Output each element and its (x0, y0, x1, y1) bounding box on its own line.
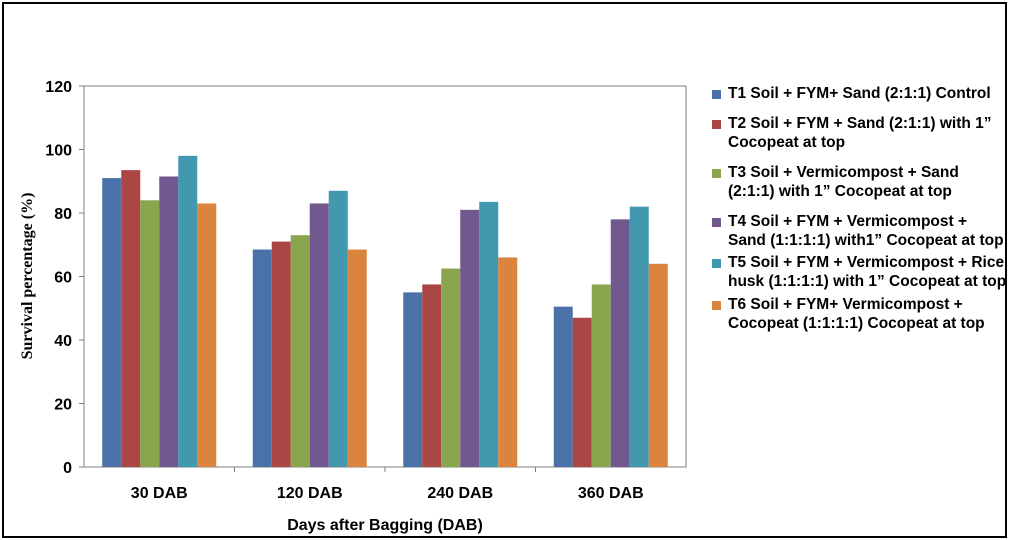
bar-120-dab-t3 (290, 235, 310, 467)
legend-swatch (712, 218, 721, 227)
legend-label: T2 Soil + FYM + Sand (2:1:1) with 1” Coc… (728, 115, 992, 151)
bar-120-dab-t5 (328, 190, 348, 467)
legend-item-t4: T4 Soil + FYM + Vermicompost + Sand (1:1… (712, 212, 1008, 250)
y-tick-label: 100 (45, 143, 72, 160)
legend-label: T3 Soil + Vermicompost + Sand (2:1:1) wi… (728, 164, 959, 200)
y-tick-label: 20 (54, 397, 72, 414)
bar-120-dab-t4 (309, 203, 329, 467)
bar-30-dab-t2 (121, 170, 141, 467)
legend-label: T6 Soil + FYM+ Vermicompost + Cocopeat (… (728, 296, 985, 332)
y-tick-label: 120 (45, 79, 72, 96)
x-tick-label: 360 DAB (578, 485, 644, 502)
bar-120-dab-t6 (347, 249, 367, 467)
bar-30-dab-t6 (197, 203, 217, 467)
legend-label: T4 Soil + FYM + Vermicompost + Sand (1:1… (728, 213, 1004, 249)
legend-swatch (712, 301, 721, 310)
legend: T1 Soil + FYM+ Sand (2:1:1) Control T2 So… (712, 84, 1008, 333)
y-tick-label: 80 (54, 206, 72, 223)
bar-240-dab-t5 (479, 201, 499, 467)
legend-swatch (712, 120, 721, 129)
legend-swatch (712, 90, 721, 99)
bar-360-dab-t3 (591, 284, 611, 467)
bar-120-dab-t2 (271, 241, 291, 467)
x-tick-label: 240 DAB (427, 485, 493, 502)
bar-240-dab-t3 (441, 268, 461, 467)
bar-360-dab-t2 (572, 317, 592, 467)
bar-30-dab-t3 (140, 200, 160, 468)
legend-item-t3: T3 Soil + Vermicompost + Sand (2:1:1) wi… (712, 163, 1008, 201)
bar-360-dab-t5 (629, 206, 649, 467)
y-tick-label: 0 (63, 460, 72, 477)
bar-360-dab-t6 (648, 263, 668, 467)
y-axis-label: Survival percentage (%) (19, 193, 36, 360)
bar-30-dab-t5 (178, 155, 198, 467)
legend-label: T1 Soil + FYM+ Sand (2:1:1) Control (728, 85, 991, 102)
y-tick-label: 60 (54, 270, 72, 287)
bar-30-dab-t1 (102, 178, 122, 467)
bar-240-dab-t4 (460, 209, 480, 467)
bar-360-dab-t4 (610, 219, 630, 467)
bar-120-dab-t1 (252, 249, 272, 467)
x-axis-label: Days after Bagging (DAB) (287, 517, 483, 534)
x-axis-ticks: 30 DAB 120 DAB 240 DAB 360 DAB (131, 467, 644, 502)
bar-360-dab-t1 (553, 306, 573, 467)
bars-group (102, 155, 668, 468)
bar-240-dab-t1 (403, 292, 423, 467)
legend-label: T5 Soil + FYM + Vermicompost + Rice husk… (728, 254, 1007, 290)
legend-item-t5: T5 Soil + FYM + Vermicompost + Rice husk… (712, 253, 1008, 291)
y-tick-label: 40 (54, 333, 72, 350)
legend-swatch (712, 169, 721, 178)
legend-swatch (712, 259, 721, 268)
y-axis-ticks: 0 20 40 60 80 100 120 (45, 79, 84, 477)
x-tick-label: 30 DAB (131, 485, 188, 502)
x-tick-label: 120 DAB (277, 485, 343, 502)
bar-240-dab-t6 (498, 257, 518, 467)
legend-item-t2: T2 Soil + FYM + Sand (2:1:1) with 1” Coc… (712, 114, 1008, 152)
legend-item-t6: T6 Soil + FYM+ Vermicompost + Cocopeat (… (712, 295, 1008, 333)
bar-30-dab-t4 (159, 176, 179, 468)
bar-240-dab-t2 (422, 284, 442, 467)
legend-item-t1: T1 Soil + FYM+ Sand (2:1:1) Control (712, 84, 1008, 103)
